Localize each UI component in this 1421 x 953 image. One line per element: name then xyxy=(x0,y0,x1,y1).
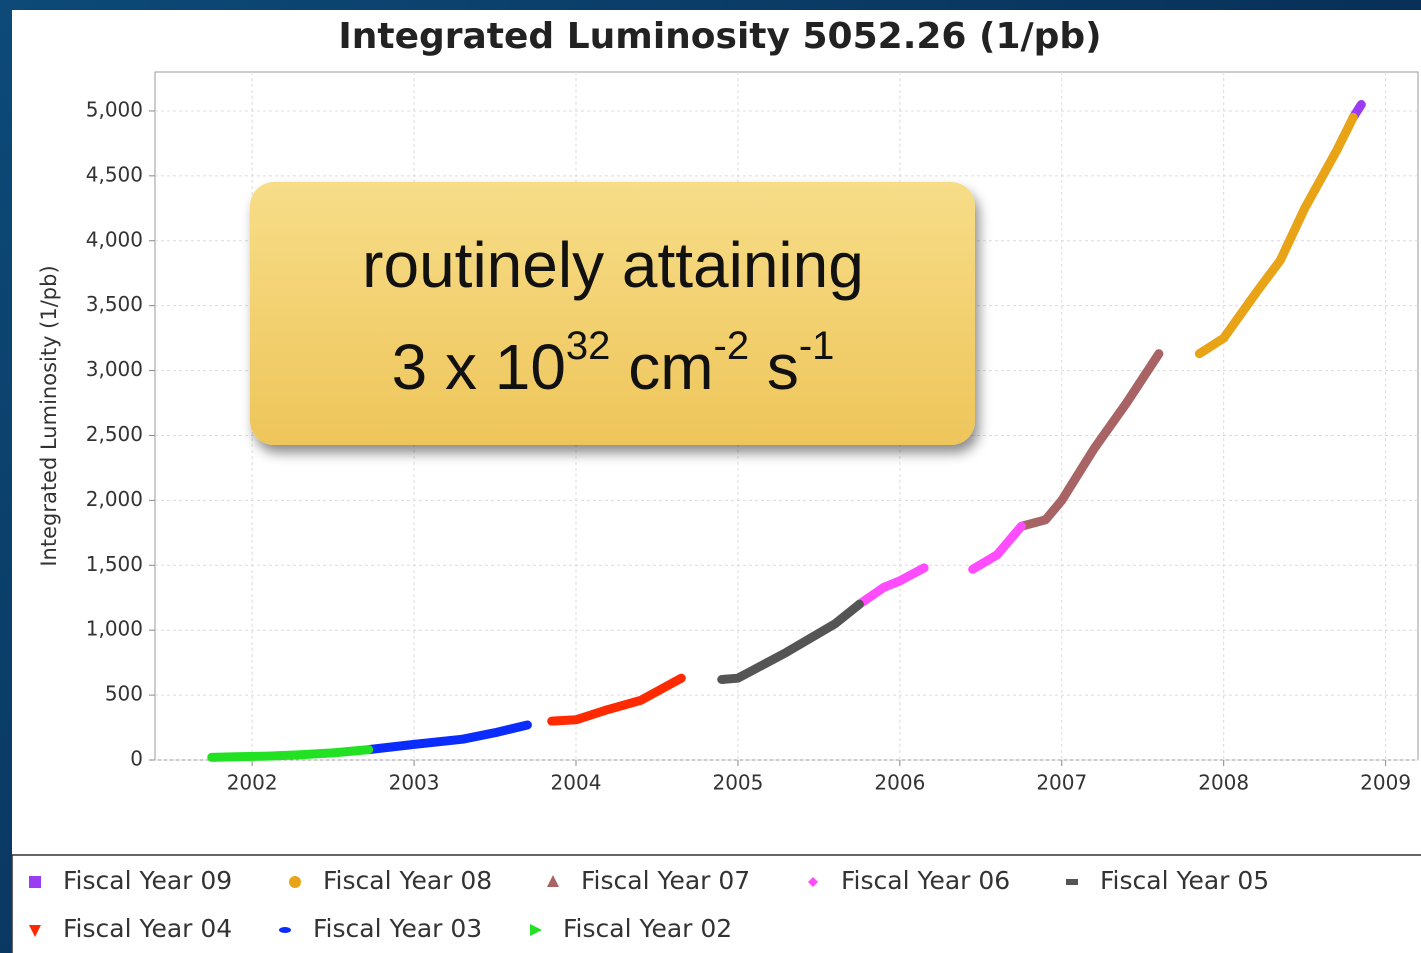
legend-label: Fiscal Year 07 xyxy=(581,866,750,895)
y-axis-label: Integrated Luminosity (1/pb) xyxy=(37,265,61,566)
annotation-text: routinely attaining xyxy=(362,229,864,301)
x-tick-label: 2008 xyxy=(1198,771,1249,795)
legend-marker xyxy=(29,876,41,888)
y-tick-label: 2,000 xyxy=(86,487,143,511)
legend-marker xyxy=(547,875,559,887)
series-line xyxy=(1194,112,1358,359)
legend-marker xyxy=(808,877,818,887)
formula-part: 3 x 10 xyxy=(392,331,566,403)
legend-label: Fiscal Year 08 xyxy=(323,866,492,895)
y-tick-label: 4,000 xyxy=(86,227,143,251)
legend-marker xyxy=(1066,879,1078,885)
series-line xyxy=(547,673,686,726)
chart-title: Integrated Luminosity 5052.26 (1/pb) xyxy=(338,16,1101,57)
y-tick-label: 4,500 xyxy=(86,162,143,186)
legend-marker xyxy=(530,924,542,936)
annotation-formula: 3 x 1032 cm-2 s-1 xyxy=(392,324,835,403)
x-tick-label: 2009 xyxy=(1360,771,1411,795)
formula-part: cm xyxy=(610,331,713,403)
legend-box xyxy=(11,854,1421,953)
y-tick-label: 3,500 xyxy=(86,292,143,316)
legend-marker xyxy=(29,925,41,937)
formula-part: s xyxy=(749,331,799,403)
series-line xyxy=(854,521,1026,609)
x-tick-label: 2006 xyxy=(874,771,925,795)
legend-marker xyxy=(279,927,291,933)
y-tick-label: 1,000 xyxy=(86,617,143,641)
series-line xyxy=(1016,349,1164,531)
legend-label: Fiscal Year 03 xyxy=(313,914,482,943)
legend-label: Fiscal Year 02 xyxy=(563,914,732,943)
superscript: -2 xyxy=(714,324,750,368)
x-tick-label: 2004 xyxy=(551,771,602,795)
legend-label: Fiscal Year 09 xyxy=(63,866,232,895)
y-tick-label: 2,500 xyxy=(86,422,143,446)
y-tick-label: 5,000 xyxy=(86,97,143,121)
superscript: 32 xyxy=(566,324,611,368)
y-tick-label: 3,000 xyxy=(86,357,143,381)
x-tick-label: 2002 xyxy=(227,771,278,795)
y-tick-label: 500 xyxy=(105,682,143,706)
legend-label: Fiscal Year 05 xyxy=(1100,866,1269,895)
legend-label: Fiscal Year 06 xyxy=(841,866,1010,895)
x-tick-label: 2005 xyxy=(712,771,763,795)
series-line xyxy=(207,745,374,762)
y-tick-label: 0 xyxy=(130,747,143,771)
x-tick-label: 2007 xyxy=(1036,771,1087,795)
legend-marker xyxy=(289,876,301,888)
annotation-box xyxy=(250,182,975,445)
legend-label: Fiscal Year 04 xyxy=(63,914,232,943)
superscript: -1 xyxy=(799,324,835,368)
x-tick-label: 2003 xyxy=(389,771,440,795)
y-tick-label: 1,500 xyxy=(86,552,143,576)
series-line xyxy=(364,720,532,755)
series-line xyxy=(717,599,864,684)
